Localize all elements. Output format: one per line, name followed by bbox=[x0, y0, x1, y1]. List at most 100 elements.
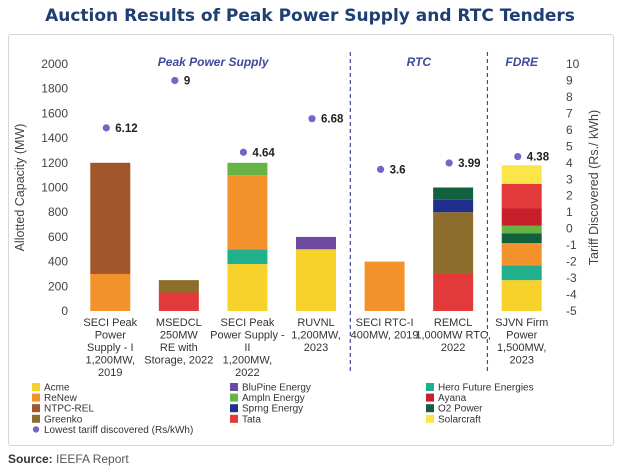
chart-title: Auction Results of Peak Power Supply and… bbox=[45, 6, 575, 26]
x-tick-label: Power Supply - bbox=[210, 330, 285, 342]
y-tick-label: 1800 bbox=[41, 82, 68, 96]
tariff-point bbox=[514, 152, 522, 161]
y2-tick-label: 10 bbox=[566, 57, 580, 71]
bar-segment-ntpc-rel bbox=[90, 162, 131, 274]
x-tick-label: Storage, 2022 bbox=[144, 355, 213, 367]
tariff-point bbox=[376, 165, 385, 173]
y2-tick-label: 2 bbox=[566, 189, 573, 203]
legend-swatch bbox=[32, 383, 40, 391]
x-tick-label: SECI Peak bbox=[83, 317, 137, 329]
y2-tick-label: -5 bbox=[566, 304, 577, 318]
bar-segment-renew bbox=[364, 261, 405, 311]
x-tick-label: 250MW bbox=[160, 330, 199, 342]
x-tick-label: 1,500MW, bbox=[497, 342, 547, 354]
x-tick-label: 2022 bbox=[235, 367, 259, 379]
y2-tick-label: 3 bbox=[566, 172, 573, 186]
y2-tick-label: -2 bbox=[566, 255, 577, 269]
x-tick-label: REMCL bbox=[434, 317, 473, 329]
tariff-label: 4.64 bbox=[252, 147, 275, 159]
tariff-point bbox=[171, 76, 179, 85]
section-label: RTC bbox=[407, 55, 432, 69]
x-tick-label: SECI Peak bbox=[221, 317, 275, 329]
y2-tick-label: 8 bbox=[566, 90, 573, 104]
x-tick-label: Power bbox=[506, 330, 538, 342]
legend-label: O2 Power bbox=[438, 404, 483, 415]
bar-segment-hero-future-energies bbox=[501, 265, 542, 281]
legend-label: Lowest tariff discovered (Rs/kWh) bbox=[44, 425, 193, 436]
x-tick-label: RE with bbox=[160, 342, 198, 354]
section-label: FDRE bbox=[505, 55, 539, 69]
legend-label: BluPine Energy bbox=[242, 383, 311, 394]
legend-swatch bbox=[426, 393, 434, 402]
y2-tick-label: -3 bbox=[566, 271, 577, 285]
bar-segment-acme bbox=[296, 249, 336, 311]
y2-axis-label: Tariff Discovered (Rs./ kWh) bbox=[587, 110, 601, 265]
x-tick-label: Power bbox=[95, 330, 127, 342]
y-tick-label: 1000 bbox=[41, 181, 68, 195]
legend-label: Sprng Energy bbox=[242, 404, 303, 415]
bar-segment-o2-power bbox=[501, 233, 542, 244]
bar-segment-solarcraft bbox=[501, 165, 542, 184]
bar-segment-tata bbox=[158, 292, 199, 311]
bar-segment-ayana bbox=[501, 208, 542, 226]
source-note: Source: IEEFA Report bbox=[8, 452, 129, 466]
y-tick-label: 200 bbox=[48, 279, 68, 293]
y2-tick-label: 5 bbox=[566, 139, 573, 153]
x-tick-label: 1,200MW, bbox=[223, 355, 273, 367]
legend-label: Greenko bbox=[44, 414, 83, 425]
tariff-label: 3.99 bbox=[458, 158, 480, 170]
bar-segment-renew bbox=[501, 243, 542, 266]
x-tick-label: 400MW, 2019 bbox=[351, 330, 419, 342]
y2-tick-label: -4 bbox=[566, 288, 577, 302]
x-tick-label: MSEDCL bbox=[156, 317, 202, 329]
bar-segment-tata bbox=[501, 183, 542, 209]
bar-segment-o2-power bbox=[433, 187, 474, 200]
tariff-label: 4.38 bbox=[527, 152, 550, 164]
legend-swatch bbox=[426, 414, 434, 423]
legend-label: Solarcraft bbox=[438, 414, 481, 425]
tariff-point bbox=[445, 159, 453, 167]
source-text: IEEFA Report bbox=[56, 452, 129, 466]
x-tick-label: SECI RTC-I bbox=[356, 317, 414, 329]
source-label: Source: bbox=[8, 452, 53, 466]
legend-label: Hero Future Energies bbox=[438, 383, 534, 394]
y2-tick-label: 1 bbox=[566, 205, 573, 219]
legend-swatch bbox=[230, 414, 238, 423]
bar-segment-ampln-energy bbox=[227, 162, 268, 176]
y2-tick-label: 6 bbox=[566, 123, 573, 137]
bar-segment-greenko bbox=[433, 212, 474, 274]
bar-segment-renew bbox=[90, 273, 131, 311]
legend-marker-tariff bbox=[32, 426, 40, 433]
x-tick-label: Supply - I bbox=[87, 342, 133, 354]
y2-tick-label: 0 bbox=[566, 222, 573, 236]
tariff-point bbox=[239, 148, 248, 156]
x-tick-label: 1,200MW, bbox=[86, 355, 136, 367]
legend-swatch bbox=[230, 393, 238, 402]
legend-label: NTPC-REL bbox=[44, 404, 94, 415]
y2-tick-label: -1 bbox=[566, 238, 577, 252]
legend-swatch bbox=[426, 383, 434, 391]
y-tick-label: 800 bbox=[48, 205, 68, 219]
legend-swatch bbox=[32, 404, 40, 413]
bar-segment-ampln-energy bbox=[501, 225, 542, 234]
y-tick-label: 0 bbox=[61, 304, 68, 318]
legend-swatch bbox=[230, 383, 238, 391]
legend-label: Ayana bbox=[438, 393, 467, 404]
legend-label: Ampln Energy bbox=[242, 393, 305, 404]
bar-segment-acme bbox=[227, 264, 268, 311]
y-tick-label: 400 bbox=[48, 255, 68, 269]
bar-segment-renew bbox=[227, 175, 268, 250]
tariff-label: 9 bbox=[184, 75, 190, 87]
y-axis-label: Allotted Capacity (MW) bbox=[13, 124, 27, 252]
bar-segment-hero-future-energies bbox=[227, 249, 268, 265]
x-tick-label: 2023 bbox=[304, 342, 328, 354]
bar-segment-blupine-energy bbox=[296, 236, 336, 250]
legend-label: Tata bbox=[242, 414, 261, 425]
bar-segment-greenko bbox=[158, 280, 199, 293]
y2-tick-label: 4 bbox=[566, 156, 573, 170]
y-tick-label: 2000 bbox=[41, 57, 68, 71]
x-tick-label: 1,000MW RTC, bbox=[415, 330, 491, 342]
bar-segment-sprng-energy bbox=[433, 199, 474, 213]
chart-frame bbox=[8, 34, 614, 446]
y2-tick-label: 9 bbox=[566, 73, 573, 87]
